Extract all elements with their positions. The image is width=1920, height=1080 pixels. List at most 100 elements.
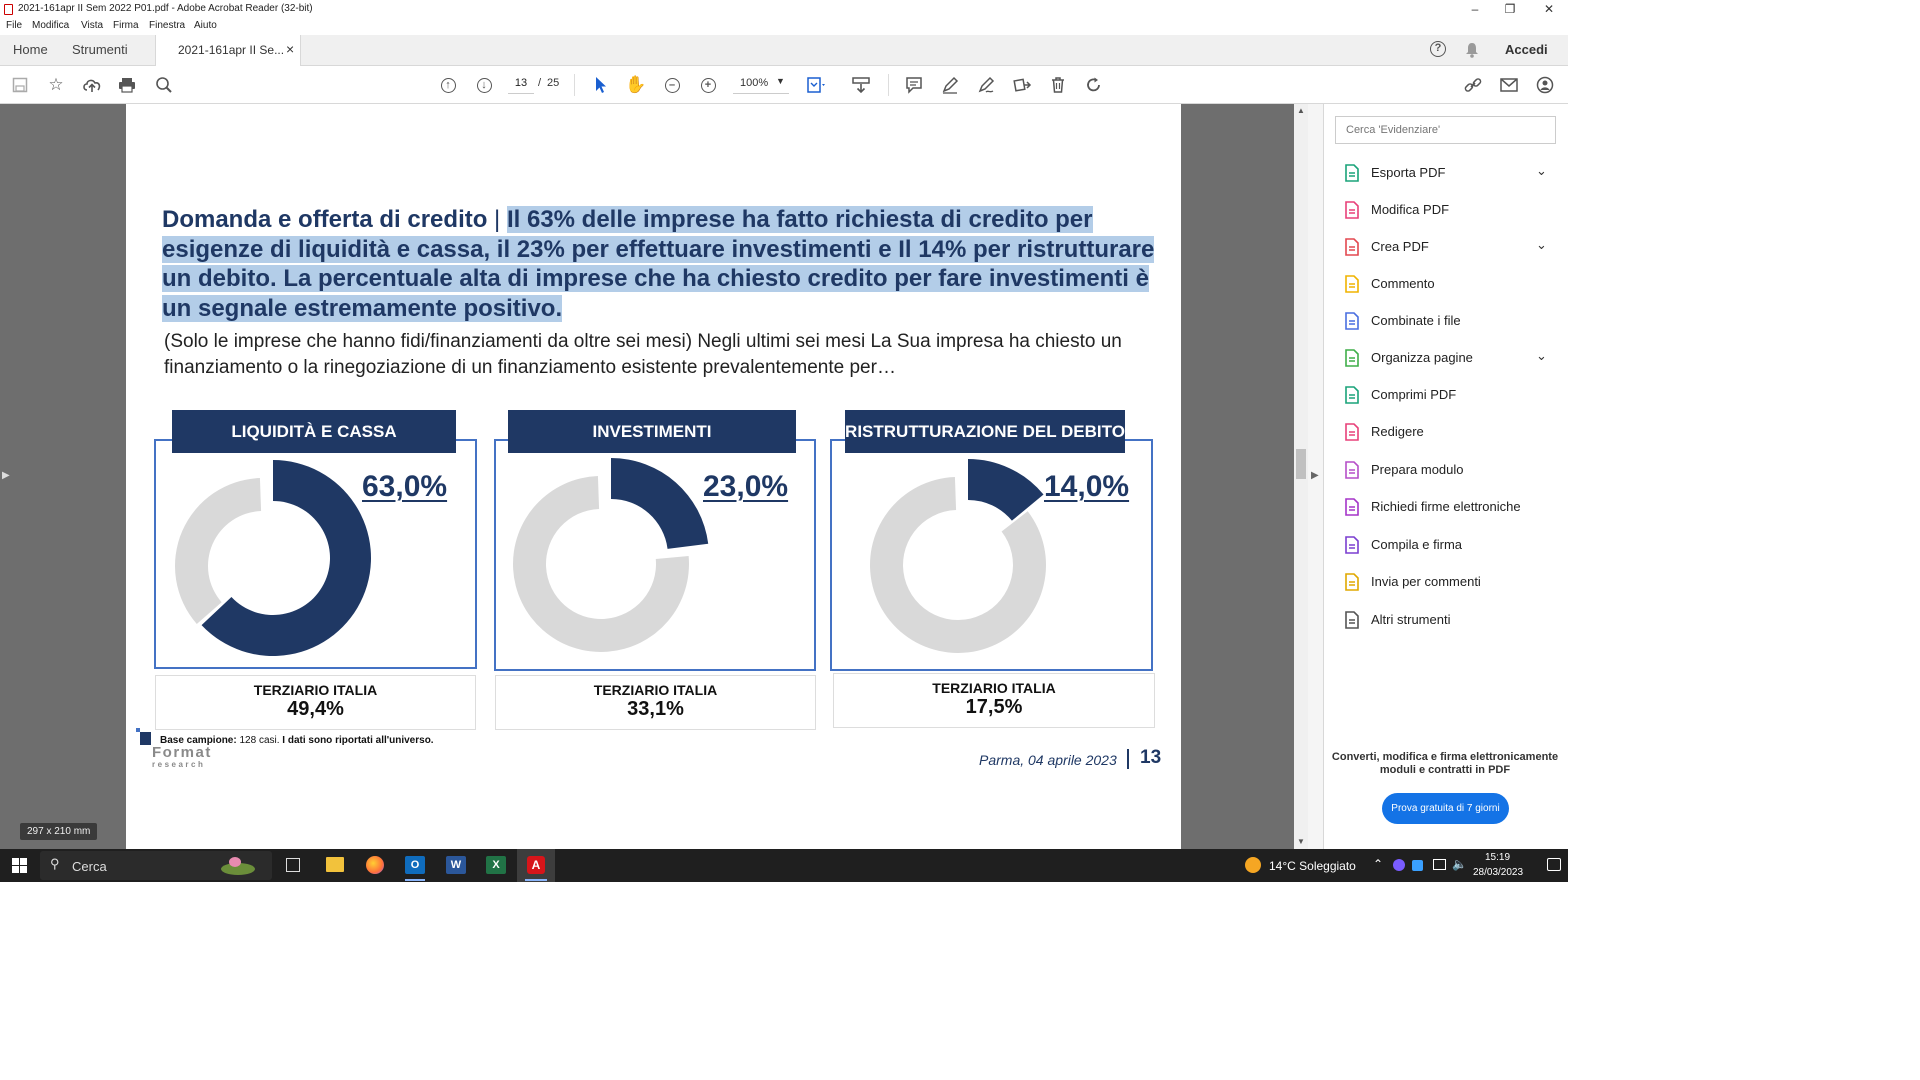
collapse-pane-icon[interactable]: ▶: [1311, 470, 1319, 481]
tab-home[interactable]: Home: [13, 42, 48, 57]
paper-size-tooltip: 297 x 210 mm: [20, 823, 98, 840]
tool-item-compress-pdf[interactable]: Comprimi PDF: [1343, 382, 1563, 408]
left-panel-toggle-icon[interactable]: ▶: [2, 470, 10, 481]
hand-tool-icon[interactable]: ✋: [625, 75, 647, 94]
previous-page-icon[interactable]: ↑: [437, 74, 459, 96]
sign-in-button[interactable]: Accedi: [1505, 42, 1548, 57]
file-explorer-icon[interactable]: [326, 857, 344, 872]
rotate-icon[interactable]: [1083, 74, 1105, 96]
bookmark-star-icon[interactable]: ☆: [48, 75, 64, 94]
system-tray-chevron-icon[interactable]: ⌃: [1373, 857, 1384, 871]
slide-title-separator: |: [487, 206, 507, 233]
select-cursor-icon[interactable]: [590, 74, 612, 96]
tray-cloud-icon[interactable]: [1412, 860, 1423, 871]
save-icon[interactable]: [9, 74, 31, 96]
edit-text-icon[interactable]: [1011, 74, 1033, 96]
running-indicator: [405, 879, 425, 881]
clock-time[interactable]: 15:19: [1485, 852, 1511, 863]
tool-item-more-tools[interactable]: Altri strumenti: [1343, 607, 1563, 633]
tool-item-edit-pdf[interactable]: Modifica PDF: [1343, 197, 1563, 223]
taskbar-search-box[interactable]: ⚲ Cerca: [40, 851, 272, 880]
tools-search-input[interactable]: [1335, 116, 1556, 144]
close-window-button[interactable]: ✕: [1543, 2, 1555, 16]
chevron-down-icon[interactable]: ⌄: [1536, 237, 1547, 252]
running-indicator: [525, 879, 547, 881]
page-number-input[interactable]: 13: [508, 73, 534, 94]
scrollbar-thumb[interactable]: [1296, 449, 1306, 479]
chevron-down-icon[interactable]: ⌄: [1536, 163, 1547, 178]
firefox-icon[interactable]: [366, 856, 384, 874]
search-zoom-icon[interactable]: [153, 74, 175, 96]
tool-item-combine-files[interactable]: Combinate i file: [1343, 308, 1563, 334]
sign-pen-icon[interactable]: [975, 74, 997, 96]
notification-center-icon[interactable]: [1547, 858, 1561, 871]
zoom-select[interactable]: 100% ▼: [733, 73, 789, 94]
zoom-in-icon[interactable]: +: [697, 74, 719, 96]
comparison-label-ristrutturazione: TERZIARIO ITALIA: [932, 680, 1056, 696]
free-trial-button[interactable]: Prova gratuita di 7 giorni: [1382, 793, 1509, 824]
tool-item-request-signatures[interactable]: Richiedi firme elettroniche: [1343, 494, 1563, 520]
tool-item-organize-pages[interactable]: Organizza pagine ⌄: [1343, 345, 1563, 371]
tab-document[interactable]: 2021-161apr II Se... ×: [155, 35, 301, 66]
menu-aiuto[interactable]: Aiuto: [194, 20, 217, 31]
document-scrollbar[interactable]: ▲ ▼: [1294, 104, 1308, 849]
chart-title-liquidita: LIQUIDITÀ E CASSA: [172, 410, 456, 453]
delete-trash-icon[interactable]: [1047, 74, 1069, 96]
acrobat-taskbar-button[interactable]: A: [517, 849, 555, 882]
menu-vista[interactable]: Vista: [81, 20, 104, 31]
task-view-icon[interactable]: [286, 858, 300, 872]
search-icon: ⚲: [50, 856, 60, 871]
scroll-up-icon[interactable]: ▲: [1297, 106, 1305, 115]
word-icon[interactable]: W: [446, 856, 466, 874]
tool-item-label: Combinate i file: [1371, 313, 1461, 328]
minimize-button[interactable]: –: [1471, 2, 1479, 16]
user-share-icon[interactable]: [1535, 74, 1557, 96]
menu-finestra[interactable]: Finestra: [149, 20, 186, 31]
tool-item-send-comments[interactable]: Invia per commenti: [1343, 569, 1563, 595]
menu-firma[interactable]: Firma: [113, 20, 139, 31]
tool-item-label: Prepara modulo: [1371, 462, 1464, 477]
fit-page-icon[interactable]: [806, 74, 828, 96]
tray-app-icon[interactable]: [1393, 859, 1405, 871]
comment-bubble-icon[interactable]: [903, 74, 925, 96]
outlook-icon[interactable]: O: [405, 856, 425, 874]
menu-modifica[interactable]: Modifica: [32, 20, 70, 31]
tab-strumenti[interactable]: Strumenti: [72, 42, 128, 57]
weather-text[interactable]: 14°C Soleggiato: [1269, 859, 1356, 873]
help-icon[interactable]: ?: [1430, 41, 1446, 57]
windows-start-icon[interactable]: [12, 858, 27, 873]
tool-item-prepare-form[interactable]: Prepara modulo: [1343, 457, 1563, 483]
chevron-down-icon[interactable]: ⌄: [1536, 348, 1547, 363]
toolbar-divider: [888, 74, 889, 96]
volume-icon[interactable]: 🔈: [1452, 857, 1467, 871]
highlighter-pen-icon[interactable]: [939, 74, 961, 96]
scroll-down-icon[interactable]: ▼: [1297, 837, 1305, 846]
donut-remainder-liquidita: [175, 478, 262, 624]
menu-file[interactable]: File: [6, 20, 23, 31]
print-icon[interactable]: [116, 74, 138, 96]
clock-date[interactable]: 28/03/2023: [1473, 867, 1524, 878]
scroll-mode-icon[interactable]: [850, 74, 872, 96]
tool-item-export-pdf[interactable]: Esporta PDF ⌄: [1343, 160, 1563, 186]
notifications-bell-icon[interactable]: [1465, 42, 1479, 61]
main-toolbar: ☆ ↑ ↓ 13 / 25 ✋ – + 100% ▼: [0, 66, 1568, 104]
tool-item-create-pdf[interactable]: Crea PDF ⌄: [1343, 234, 1563, 260]
comparison-box-liquidita: TERZIARIO ITALIA 49,4%: [155, 675, 476, 730]
footnote-rest: I dati sono riportati all'universo.: [279, 735, 434, 746]
share-link-icon[interactable]: [1462, 74, 1484, 96]
network-icon[interactable]: [1433, 859, 1446, 870]
fill-sign-icon: [1343, 536, 1361, 554]
combine-files-icon: [1343, 312, 1361, 330]
tool-item-fill-sign[interactable]: Compila e firma: [1343, 532, 1563, 558]
upload-cloud-icon[interactable]: [81, 74, 103, 96]
zoom-out-icon[interactable]: –: [661, 74, 683, 96]
sun-weather-icon[interactable]: [1245, 857, 1261, 873]
excel-icon[interactable]: X: [486, 856, 506, 874]
tool-item-comment[interactable]: Commento: [1343, 271, 1563, 297]
tool-item-redact[interactable]: Redigere: [1343, 419, 1563, 445]
email-icon[interactable]: [1498, 74, 1520, 96]
tab-close-icon[interactable]: ×: [286, 41, 295, 57]
next-page-icon[interactable]: ↓: [473, 74, 495, 96]
maximize-button[interactable]: ❐: [1504, 2, 1516, 16]
page-separator: /: [538, 77, 542, 89]
